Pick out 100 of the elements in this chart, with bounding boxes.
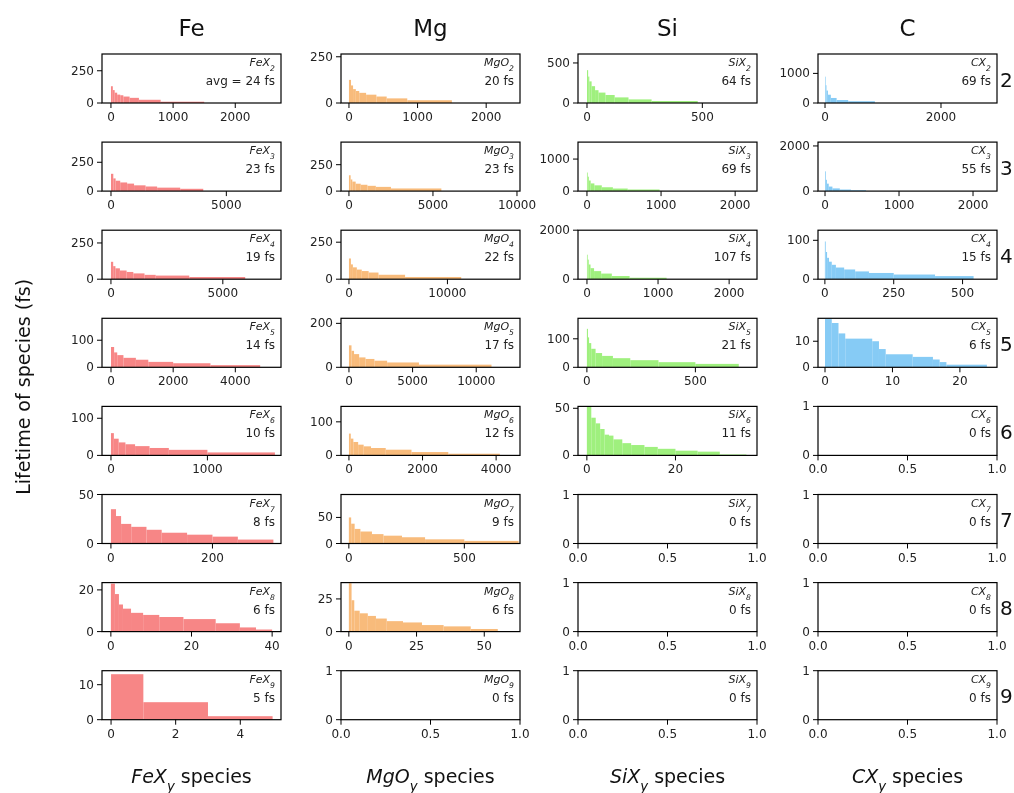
x-tick-label: 50 xyxy=(476,638,492,653)
x-tick-label: 1000 xyxy=(402,110,433,124)
y-tick-label: 200 xyxy=(310,316,333,331)
x-tick-label: 10000 xyxy=(497,198,537,213)
x-tick-label: 0 xyxy=(345,286,353,301)
annotation: 23 fs xyxy=(484,162,514,177)
x-tick-label: 0.5 xyxy=(897,462,918,477)
y-tick-label: 250 xyxy=(310,157,333,172)
annotation: 8 fs xyxy=(253,514,275,529)
y-tick-label: 0 xyxy=(802,712,810,727)
x-tick-label: 500 xyxy=(951,286,975,301)
annotation: SiX$_{3}$ xyxy=(728,144,752,161)
x-axis-title: SiX$_{y}$ species xyxy=(609,765,726,793)
y-tick-label: 50 xyxy=(317,510,333,525)
x-tick-label: 5000 xyxy=(207,286,239,301)
x-tick-label: 2 xyxy=(171,726,180,741)
y-tick-label: 1 xyxy=(802,487,810,502)
text: 6 xyxy=(1000,419,1013,444)
y-tick-label: 0 xyxy=(802,272,810,287)
y-tick-label: 0 xyxy=(86,96,94,110)
text: 8 xyxy=(1000,596,1013,621)
annotation: 0 fs xyxy=(969,602,991,617)
x-tick-label: 5000 xyxy=(397,374,428,389)
x-tick-label: 0 xyxy=(345,110,353,124)
annotation: FeX$_{5}$ xyxy=(249,320,276,337)
text: 3 xyxy=(1000,155,1013,180)
x-tick-label: 0.0 xyxy=(808,726,828,741)
y-tick-label: 250 xyxy=(71,63,94,78)
x-tick-label: 2000 xyxy=(957,198,989,213)
x-tick-label: 0 xyxy=(345,550,353,565)
y-tick-label: 0 xyxy=(802,624,810,639)
x-tick-label: 1000 xyxy=(642,286,674,301)
y-tick-label: 0 xyxy=(562,96,570,110)
annotation: FeX$_{2}$ xyxy=(249,56,276,73)
text: CX xyxy=(970,584,987,598)
y-tick-label: 0 xyxy=(325,272,333,287)
y-tick-label: 1 xyxy=(562,663,570,678)
annotation: SiX$_{9}$ xyxy=(728,672,752,690)
annotation: 12 fs xyxy=(484,426,514,441)
annotation: 6 fs xyxy=(492,602,514,617)
y-tick-label: 25 xyxy=(317,591,333,606)
y-tick-label: 0 xyxy=(802,184,810,199)
y-tick-label: 1 xyxy=(802,663,810,678)
x-tick-label: 0.0 xyxy=(568,726,588,741)
y-tick-label: 1 xyxy=(802,575,810,590)
y-tick-label: 0 xyxy=(562,536,570,551)
annotation: 0 fs xyxy=(969,514,991,529)
annotation: 10 fs xyxy=(245,426,275,441)
x-tick-label: 1.0 xyxy=(987,638,1007,653)
y-tick-label: 0 xyxy=(86,448,94,463)
chart-title: Si xyxy=(657,15,678,41)
x-tick-label: 0.0 xyxy=(331,726,351,741)
x-tick-label: 0.5 xyxy=(657,550,678,565)
annotation: 0 fs xyxy=(492,690,514,705)
x-tick-label: 10000 xyxy=(428,286,467,301)
x-tick-label: 40 xyxy=(264,638,280,653)
annotation: 23 fs xyxy=(245,162,275,177)
x-tick-label: 0 xyxy=(107,374,115,389)
x-tick-label: 0 xyxy=(821,198,829,213)
x-axis-title: CX$_{y}$ species xyxy=(851,765,964,793)
y-tick-label: 2000 xyxy=(779,138,810,153)
text: 4 xyxy=(1000,243,1013,268)
y-tick-label: 0 xyxy=(325,712,333,727)
annotation: 6 fs xyxy=(969,338,991,353)
text: 7 xyxy=(1000,508,1013,532)
x-tick-label: 20 xyxy=(183,638,200,653)
y-tick-label: 100 xyxy=(71,333,94,348)
x-tick-label: 0 xyxy=(107,726,115,741)
annotation: FeX$_{7}$ xyxy=(249,496,276,513)
text: 5 xyxy=(1000,331,1013,356)
x-tick-label: 25 xyxy=(408,638,425,653)
x-tick-label: 2000 xyxy=(157,374,189,389)
y-tick-label: 100 xyxy=(71,411,94,426)
annotation: SiX$_{7}$ xyxy=(728,496,752,513)
y-tick-label: 2000 xyxy=(539,223,570,238)
y-tick-label: 1 xyxy=(802,399,810,414)
x-tick-label: 2000 xyxy=(407,462,438,477)
annotation: 15 fs xyxy=(961,250,991,265)
annotation: 21 fs xyxy=(721,338,751,353)
x-tick-label: 20 xyxy=(667,462,684,477)
y-tick-label: 1 xyxy=(562,575,570,590)
annotation: FeX$_{9}$ xyxy=(249,672,276,690)
x-tick-label: 0.0 xyxy=(808,462,828,477)
x-tick-label: 4000 xyxy=(480,462,512,477)
x-tick-label: 500 xyxy=(452,550,476,565)
annotation: 19 fs xyxy=(245,250,275,265)
y-tick-label: 0 xyxy=(562,624,570,639)
x-tick-label: 0 xyxy=(107,550,115,565)
x-tick-label: 250 xyxy=(882,286,906,301)
annotation: MgO$_{3}$ xyxy=(483,144,515,161)
annotation: MgO$_{7}$ xyxy=(483,496,515,513)
x-tick-label: 1.0 xyxy=(747,638,767,653)
annotation: 17 fs xyxy=(484,338,514,353)
y-tick-label: 50 xyxy=(78,487,94,502)
x-tick-label: 0 xyxy=(583,286,591,301)
y-tick-label: 250 xyxy=(71,155,94,170)
x-tick-label: 0 xyxy=(345,374,353,389)
x-tick-label: 200 xyxy=(201,550,224,565)
x-tick-label: 1.0 xyxy=(510,726,530,741)
x-tick-label: 5000 xyxy=(417,198,449,213)
